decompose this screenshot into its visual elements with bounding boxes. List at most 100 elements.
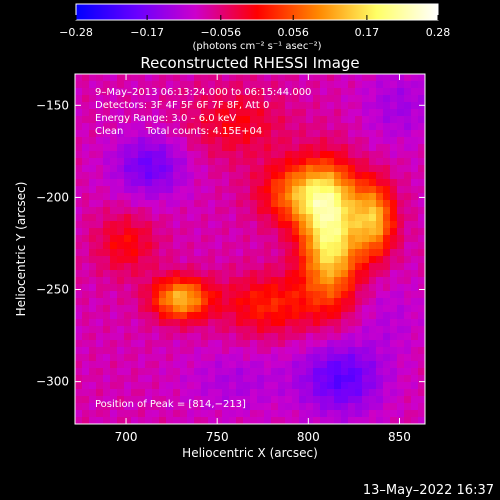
heatmap-cell — [145, 123, 152, 130]
heatmap-cell — [327, 249, 334, 256]
heatmap-cell — [376, 200, 383, 207]
heatmap-cell — [320, 158, 327, 165]
heatmap-cell — [117, 270, 124, 277]
heatmap-cell — [117, 137, 124, 144]
heatmap-cell — [418, 291, 425, 298]
heatmap-cell — [229, 158, 236, 165]
heatmap-cell — [264, 256, 271, 263]
heatmap-cell — [362, 256, 369, 263]
heatmap-cell — [348, 193, 355, 200]
heatmap-cell — [390, 396, 397, 403]
heatmap-cell — [285, 179, 292, 186]
heatmap-cell — [397, 102, 404, 109]
heatmap-cell — [418, 270, 425, 277]
heatmap-cell — [145, 263, 152, 270]
heatmap-cell — [166, 221, 173, 228]
heatmap-cell — [341, 368, 348, 375]
heatmap-cell — [306, 88, 313, 95]
heatmap-cell — [145, 333, 152, 340]
heatmap-cell — [334, 123, 341, 130]
heatmap-cell — [243, 214, 250, 221]
heatmap-cell — [334, 319, 341, 326]
x-tick-label: 700 — [115, 430, 138, 444]
heatmap-cell — [159, 144, 166, 151]
heatmap-cell — [418, 74, 425, 81]
x-tick-label: 800 — [297, 430, 320, 444]
heatmap-cell — [166, 403, 173, 410]
heatmap-cell — [411, 158, 418, 165]
heatmap-cell — [201, 102, 208, 109]
heatmap-cell — [383, 221, 390, 228]
heatmap-cell — [390, 74, 397, 81]
heatmap-cell — [369, 116, 376, 123]
heatmap-cell — [82, 312, 89, 319]
heatmap-cell — [320, 116, 327, 123]
heatmap-cell — [152, 410, 159, 417]
heatmap-cell — [306, 207, 313, 214]
heatmap-cell — [285, 389, 292, 396]
heatmap-cell — [110, 368, 117, 375]
heatmap-cell — [327, 263, 334, 270]
heatmap-cell — [166, 151, 173, 158]
heatmap-cell — [271, 291, 278, 298]
heatmap-cell — [75, 165, 82, 172]
heatmap-cell — [411, 144, 418, 151]
heatmap-cell — [180, 137, 187, 144]
heatmap-cell — [110, 410, 117, 417]
heatmap-cell — [194, 403, 201, 410]
heatmap-cell — [390, 228, 397, 235]
heatmap-cell — [124, 298, 131, 305]
heatmap-cell — [404, 298, 411, 305]
heatmap-cell — [208, 116, 215, 123]
heatmap-cell — [250, 354, 257, 361]
heatmap-cell — [166, 242, 173, 249]
heatmap-cell — [250, 389, 257, 396]
heatmap-cell — [285, 74, 292, 81]
heatmap-cell — [201, 109, 208, 116]
heatmap-cell — [250, 193, 257, 200]
heatmap-cell — [306, 228, 313, 235]
heatmap-cell — [369, 277, 376, 284]
heatmap-cell — [285, 214, 292, 221]
heatmap-cell — [194, 228, 201, 235]
heatmap-cell — [159, 123, 166, 130]
heatmap-cell — [320, 284, 327, 291]
heatmap-cell — [271, 228, 278, 235]
heatmap-cell — [348, 137, 355, 144]
heatmap-cell — [397, 326, 404, 333]
heatmap-cell — [299, 417, 306, 424]
heatmap-cell — [341, 200, 348, 207]
heatmap-cell — [292, 354, 299, 361]
heatmap-cell — [215, 74, 222, 81]
heatmap-cell — [110, 172, 117, 179]
heatmap-cell — [124, 200, 131, 207]
heatmap-cell — [215, 396, 222, 403]
heatmap-cell — [334, 116, 341, 123]
heatmap-cell — [299, 81, 306, 88]
heatmap-cell — [201, 81, 208, 88]
heatmap-cell — [173, 277, 180, 284]
heatmap-cell — [264, 130, 271, 137]
heatmap-cell — [327, 340, 334, 347]
heatmap-cell — [264, 326, 271, 333]
heatmap-cell — [306, 102, 313, 109]
heatmap-cell — [180, 200, 187, 207]
heatmap-cell — [250, 333, 257, 340]
heatmap-cell — [341, 249, 348, 256]
heatmap-cell — [285, 242, 292, 249]
heatmap-cell — [341, 242, 348, 249]
heatmap-cell — [355, 137, 362, 144]
heatmap-cell — [278, 74, 285, 81]
heatmap-cell — [306, 340, 313, 347]
heatmap-cell — [250, 256, 257, 263]
heatmap-cell — [152, 214, 159, 221]
heatmap-cell — [89, 417, 96, 424]
heatmap-cell — [264, 151, 271, 158]
heatmap-cell — [411, 375, 418, 382]
heatmap-cell — [278, 193, 285, 200]
heatmap-cell — [75, 354, 82, 361]
heatmap-cell — [313, 312, 320, 319]
heatmap-cell — [355, 354, 362, 361]
heatmap-cell — [411, 333, 418, 340]
heatmap-cell — [369, 214, 376, 221]
